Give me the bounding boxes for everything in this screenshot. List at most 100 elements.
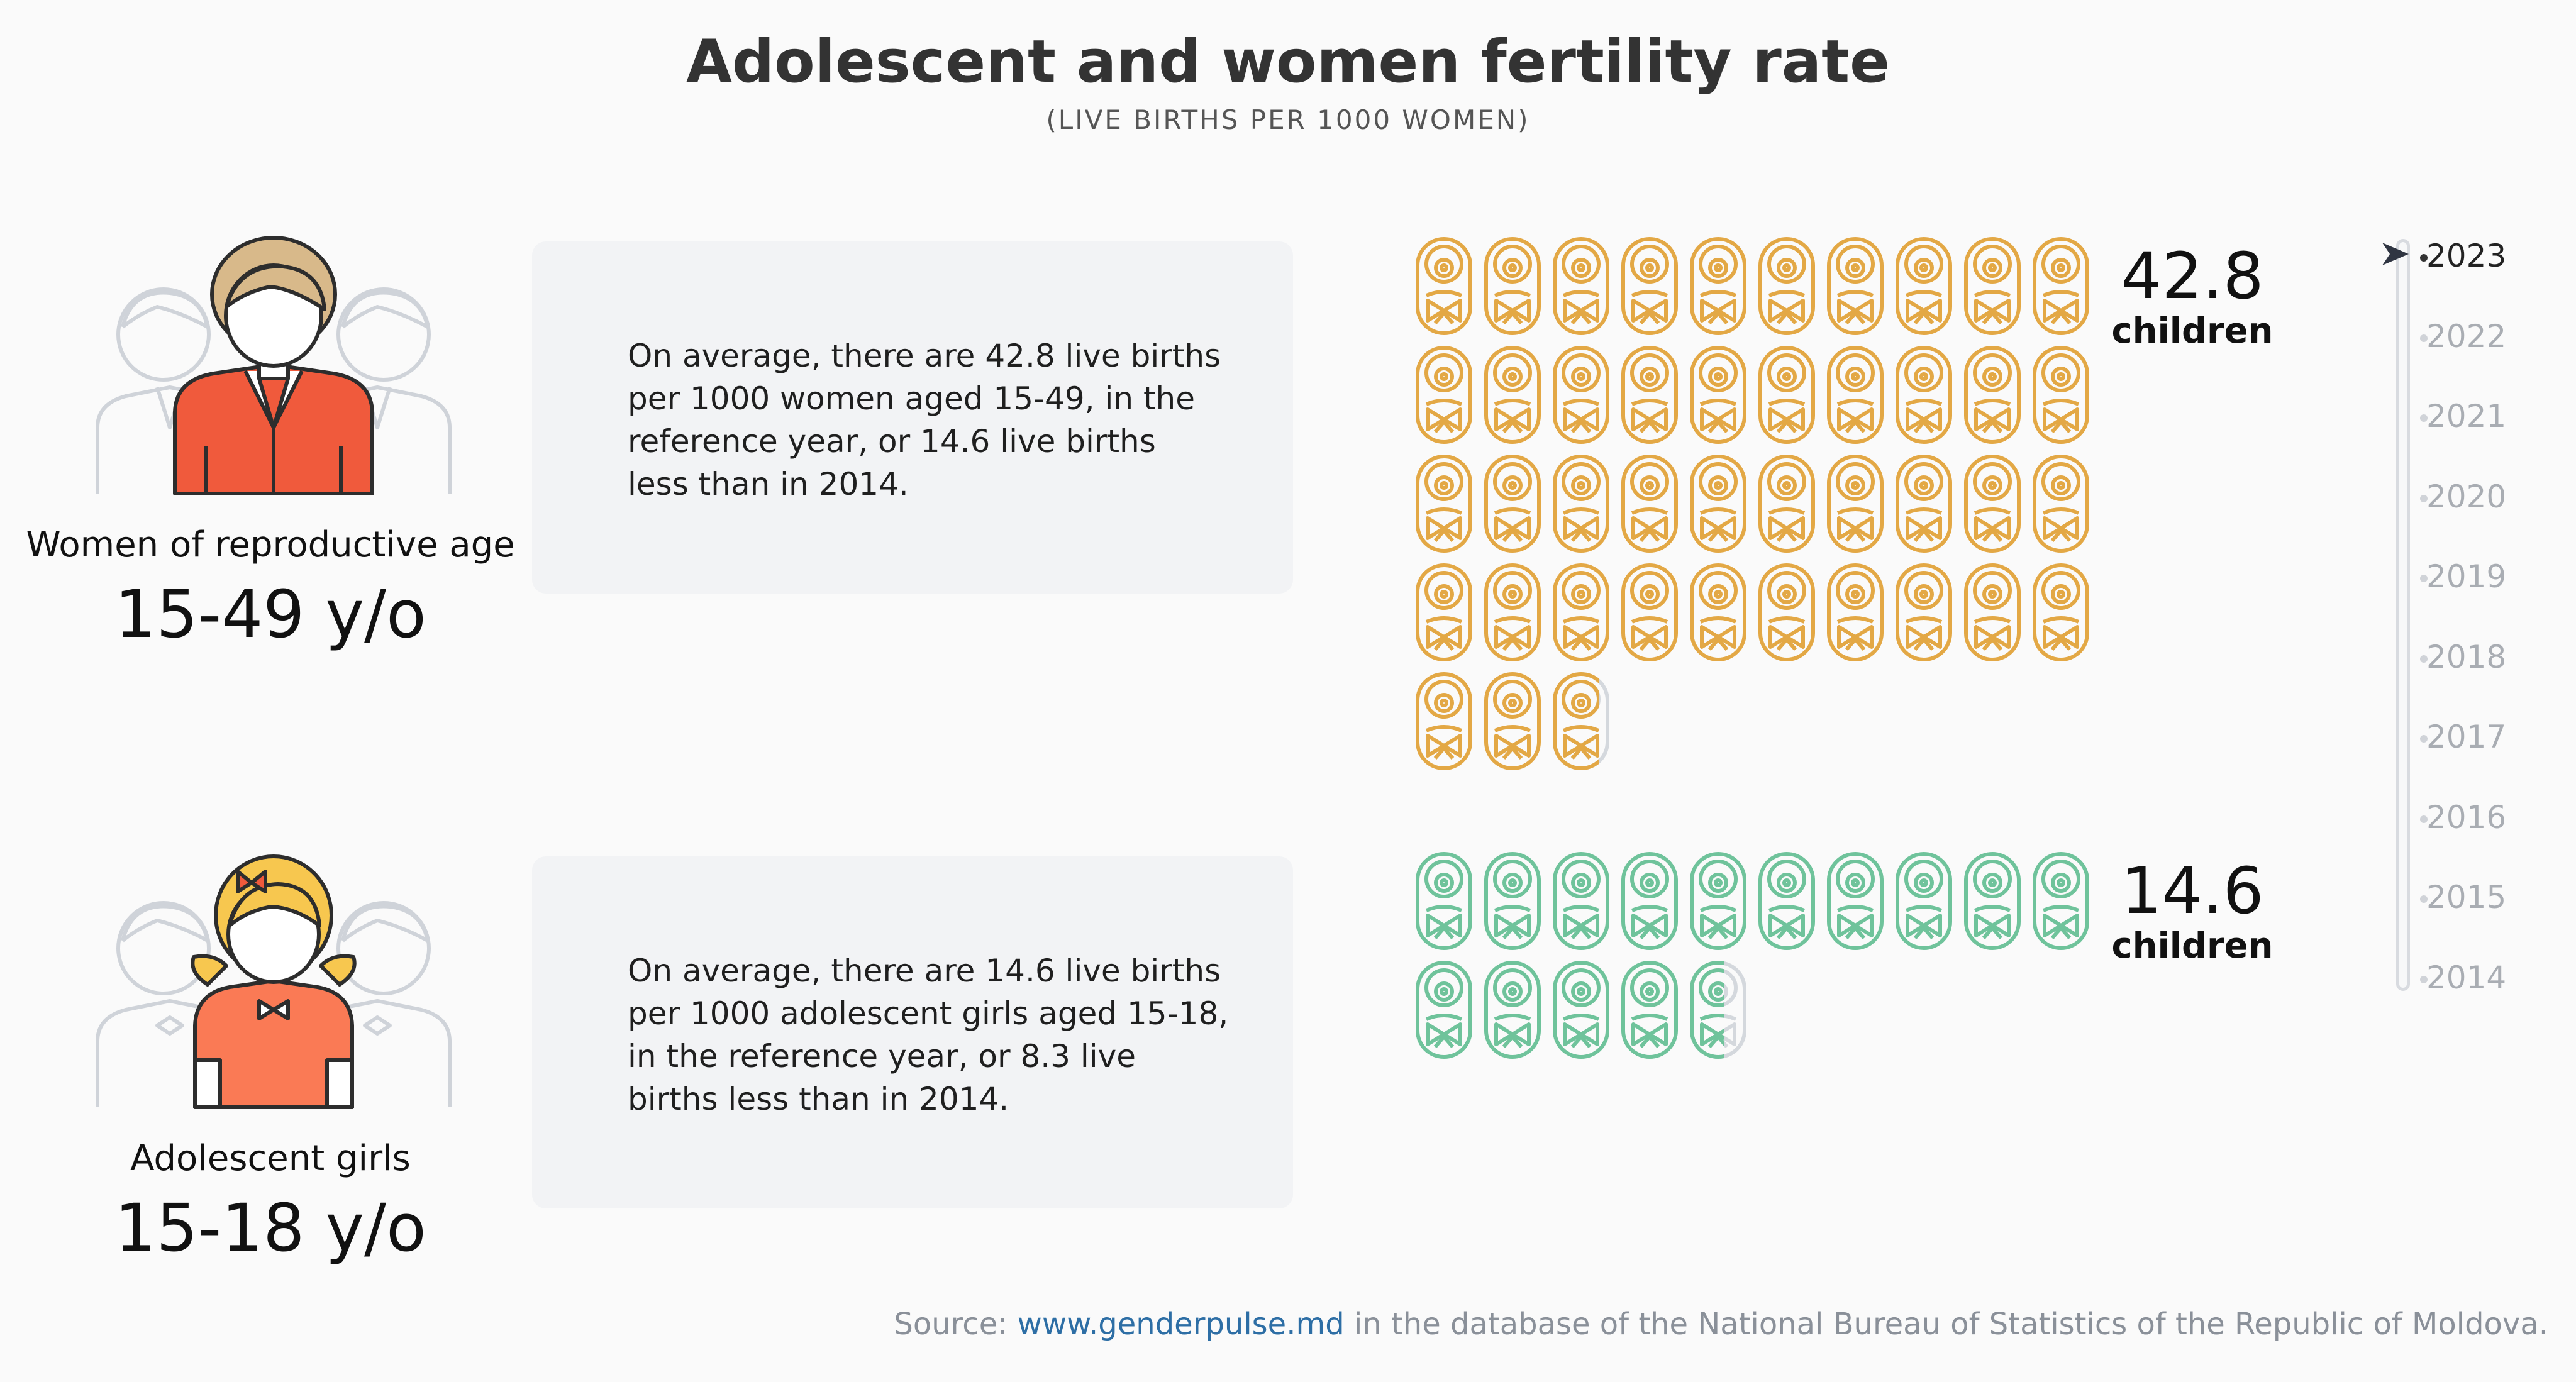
women-group-icon [96,236,452,495]
baby-icon [1894,235,1954,340]
baby-icon [1619,453,1680,558]
girls-description-line: births less than in 2014. [628,1081,1009,1117]
baby-icon [1757,344,1817,449]
girls-births-pictogram [1414,850,2093,1076]
women-births-pictogram [1414,235,2093,788]
year-dot[interactable] [2420,975,2428,983]
baby-icon [1962,453,2023,558]
baby-icon [1482,453,1543,558]
baby-icon [1619,344,1680,449]
year-option-2015[interactable]: 2015 [2426,879,2507,915]
baby-icon [1688,561,1748,666]
baby-icon [1414,453,1474,558]
baby-icon [1688,959,1748,1064]
baby-icon [1688,850,1748,955]
baby-icon [1757,453,1817,558]
year-option-2021[interactable]: 2021 [2426,398,2507,434]
girls-births-unit: children [2111,926,2273,966]
baby-icon [1551,670,1611,775]
baby-icon [1414,235,1474,340]
baby-icon [1414,959,1474,1064]
baby-icon [1414,344,1474,449]
baby-icon [1619,959,1680,1064]
baby-icon [1414,670,1474,775]
baby-icon [1482,959,1543,1064]
baby-icon [2031,561,2091,666]
baby-icon [1414,850,1474,955]
baby-icon [2031,850,2091,955]
baby-icon [1482,850,1543,955]
year-option-2019[interactable]: 2019 [2426,558,2507,595]
baby-icon [1551,453,1611,558]
year-dot[interactable] [2420,895,2428,903]
year-dot[interactable] [2420,735,2428,743]
baby-icon [1482,670,1543,775]
baby-icon [1551,959,1611,1064]
girls-births-value: 14.6 [2121,854,2264,929]
year-dot[interactable] [2420,815,2428,823]
year-option-2017[interactable]: 2017 [2426,719,2507,755]
baby-icon [2031,235,2091,340]
page-title: Adolescent and women fertility rate [686,28,1890,96]
women-description-line: On average, there are 42.8 live births [628,338,1221,374]
baby-icon [1551,235,1611,340]
baby-icon [1757,850,1817,955]
year-dot[interactable] [2420,254,2428,262]
year-dot[interactable] [2420,414,2428,422]
baby-icon [1551,344,1611,449]
year-option-2018[interactable]: 2018 [2426,638,2507,675]
baby-icon [1962,235,2023,340]
women-description-card: On average, there are 42.8 live births p… [532,241,1293,594]
source-prefix: Source: [894,1307,1018,1342]
baby-icon [1962,344,2023,449]
women-description-line: less than in 2014. [628,466,909,502]
source-link[interactable]: www.genderpulse.md [1017,1307,1345,1342]
year-option-2022[interactable]: 2022 [2426,318,2507,355]
baby-icon [1551,850,1611,955]
women-group-label: Women of reproductive age [26,524,515,565]
baby-icon [1482,344,1543,449]
source-note: Source: www.genderpulse.md in the databa… [894,1307,2548,1342]
girls-group-icon [96,854,452,1109]
girls-description-line: in the reference year, or 8.3 live [628,1038,1136,1075]
year-option-2014[interactable]: 2014 [2426,959,2507,996]
year-option-2020[interactable]: 2020 [2426,478,2507,515]
women-description: On average, there are 42.8 live births p… [628,334,1231,506]
year-option-2016[interactable]: 2016 [2426,799,2507,836]
year-dot[interactable] [2420,655,2428,663]
girls-group-label: Adolescent girls [130,1138,411,1179]
baby-icon [1757,561,1817,666]
women-group-age: 15-49 y/o [114,576,426,653]
baby-icon [1482,235,1543,340]
girls-description-card: On average, there are 14.6 live births p… [532,856,1293,1208]
girls-description: On average, there are 14.6 live births p… [628,949,1231,1120]
year-option-2023[interactable]: 2023 [2426,238,2507,274]
girls-group-age: 15-18 y/o [114,1190,426,1266]
baby-icon [1619,561,1680,666]
year-dot[interactable] [2420,494,2428,502]
baby-icon [2031,344,2091,449]
baby-icon [1825,344,1885,449]
baby-icon [1825,453,1885,558]
year-dot[interactable] [2420,334,2428,342]
year-dot[interactable] [2420,575,2428,582]
women-births-unit: children [2111,311,2273,351]
women-description-line: reference year, or 14.6 live births [628,423,1156,460]
baby-icon [1894,561,1954,666]
baby-icon [1414,561,1474,666]
year-slider-track[interactable] [2396,239,2410,991]
baby-icon [1688,344,1748,449]
baby-icon [1482,561,1543,666]
baby-icon [1825,235,1885,340]
baby-icon [1825,850,1885,955]
baby-icon [1688,235,1748,340]
baby-icon [1619,850,1680,955]
page-subtitle: (LIVE BIRTHS PER 1000 WOMEN) [1046,104,1530,135]
women-births-value: 42.8 [2121,239,2264,314]
baby-icon [1962,850,2023,955]
baby-icon [2031,453,2091,558]
arrow-pointer-icon[interactable] [2381,240,2410,268]
women-description-line: per 1000 women aged 15-49, in the [628,380,1196,417]
baby-icon [1894,453,1954,558]
baby-icon [1757,235,1817,340]
